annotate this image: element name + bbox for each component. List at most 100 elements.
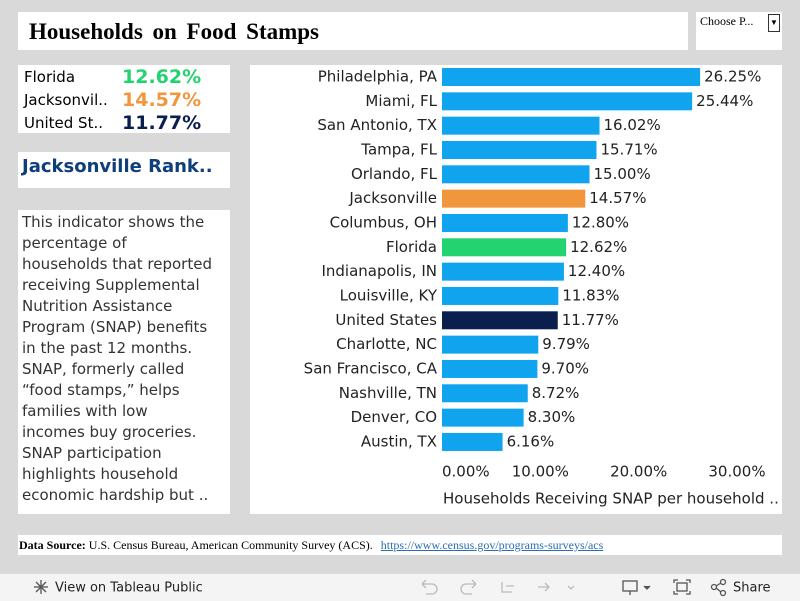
kpi-name: Florida [24, 68, 76, 86]
share-button[interactable]: Share [733, 581, 771, 596]
category-label: San Francisco, CA [304, 359, 438, 377]
category-label: Columbus, OH [330, 213, 437, 231]
bar [442, 384, 528, 403]
category-label: Austin, TX [361, 432, 437, 450]
description: This indicator shows the percentage of hou… [18, 210, 230, 514]
bar [442, 335, 539, 354]
kpi-name: Jacksonvil.. [24, 91, 108, 109]
kpi-value: 11.77% [122, 112, 202, 134]
rank-panel: Jacksonville Rank.. [18, 152, 230, 188]
value-label: 9.79% [542, 335, 590, 353]
category-label: Philadelphia, PA [318, 68, 438, 86]
category-label: San Antonio, TX [317, 116, 437, 134]
kpi-row: Florida 12.62% [24, 66, 230, 90]
description-line: highlights household [22, 465, 179, 483]
category-label: Florida [386, 238, 437, 256]
kpi-row: Jacksonvil.. 14.57% [24, 89, 230, 113]
value-label: 15.00% [594, 165, 651, 183]
category-label: Louisville, KY [340, 286, 438, 304]
value-label: 16.02% [604, 116, 661, 134]
title-panel: Households on Food Stamps [18, 12, 688, 50]
dropdown[interactable]: Choose P... ▼ [696, 12, 782, 50]
description-line: SNAP, formerly called [22, 360, 185, 378]
bar [442, 286, 559, 305]
title: Households on Food Stamps [29, 19, 319, 44]
x-tick-label: 20.00% [610, 463, 667, 481]
bar [442, 92, 693, 111]
undo-redo-icons[interactable] [421, 579, 575, 595]
description-line: families with low [22, 402, 148, 420]
value-label: 9.70% [541, 359, 589, 377]
category-label: Denver, CO [351, 408, 437, 426]
bar [442, 238, 567, 257]
value-label: 26.25% [704, 68, 761, 86]
description-line: “food stamps,” helps [22, 381, 180, 399]
x-tick-label: 30.00% [708, 463, 765, 481]
footer: Data Source: U.S. Census Bureau, America… [18, 535, 782, 555]
description-line: This indicator shows the [22, 213, 205, 231]
bar [442, 408, 524, 427]
bar [442, 311, 558, 330]
value-label: 15.71% [600, 140, 657, 158]
toolbar-icons: View on Tableau Public Share [34, 578, 771, 597]
chart-panel: Philadelphia, PA 26.25% Miami, FL 25.44% San… [250, 65, 782, 514]
kpi-value: 12.62% [122, 66, 202, 88]
category-label: Charlotte, NC [336, 335, 437, 353]
bar [442, 359, 538, 378]
description-line: Nutrition Assistance [22, 297, 173, 315]
rank-title: Jacksonville Rank.. [22, 156, 213, 177]
value-label: 11.83% [562, 286, 619, 304]
category-label: Orlando, FL [351, 165, 438, 183]
bar [442, 213, 568, 232]
value-label: 8.72% [532, 384, 580, 402]
footer-link[interactable]: https://www.census.gov/programs-surveys/… [380, 538, 604, 552]
dropdown-arrow[interactable]: ▼ [768, 14, 780, 32]
description-line: incomes buy groceries. [22, 423, 197, 441]
description-line: Program (SNAP) benefits [22, 318, 208, 336]
value-label: 12.62% [570, 238, 627, 256]
bar [442, 189, 586, 208]
bar [442, 140, 597, 159]
category-label: United States [335, 311, 437, 329]
description-line: economic hardship but .. [22, 486, 209, 504]
footer-label: Data Source: [19, 538, 86, 552]
footer-text: U.S. Census Bureau, American Community S… [88, 538, 373, 552]
value-label: 8.30% [528, 408, 576, 426]
bar [442, 116, 600, 135]
kpi-row: United St.. 11.77% [24, 112, 230, 136]
x-tick-label: 0.00% [442, 463, 490, 481]
kpi-value: 14.57% [122, 89, 202, 111]
tableau-icon[interactable] [34, 580, 48, 594]
value-label: 14.57% [589, 189, 646, 207]
kpi-name: United St.. [24, 114, 103, 132]
bar [442, 68, 701, 86]
dropdown-label: Choose P... [700, 14, 754, 28]
value-label: 25.44% [696, 92, 753, 110]
value-label: 11.77% [562, 311, 619, 329]
value-label: 6.16% [507, 432, 555, 450]
value-label: 12.80% [572, 213, 629, 231]
fullscreen-icon[interactable] [673, 579, 691, 595]
bar [442, 165, 590, 184]
category-label: Tampa, FL [360, 140, 437, 158]
x-tick-label: 10.00% [512, 463, 569, 481]
toolbar: View on Tableau Public Share [0, 573, 800, 601]
category-label: Jacksonville [348, 189, 437, 207]
share-icon[interactable] [710, 578, 727, 597]
device-icon[interactable] [622, 580, 651, 595]
bar [442, 262, 564, 281]
description-line: in the past 12 months. [22, 339, 193, 357]
category-label: Nashville, TN [339, 384, 437, 402]
x-axis-title: Households Receiving SNAP per household … [443, 490, 779, 508]
chart: Philadelphia, PA 26.25% Miami, FL 25.44% San… [304, 68, 779, 508]
description-line: receiving Supplemental [22, 276, 200, 294]
description-line: percentage of [22, 234, 127, 252]
bar [442, 432, 503, 451]
view-link[interactable]: View on Tableau Public [55, 581, 203, 596]
kpi-panel: Florida 12.62% Jacksonvil.. 14.57% United St… [18, 65, 230, 136]
value-label: 12.40% [568, 262, 625, 280]
description-line: households that reported [22, 255, 212, 273]
category-label: Indianapolis, IN [321, 262, 437, 280]
category-label: Miami, FL [365, 92, 437, 110]
